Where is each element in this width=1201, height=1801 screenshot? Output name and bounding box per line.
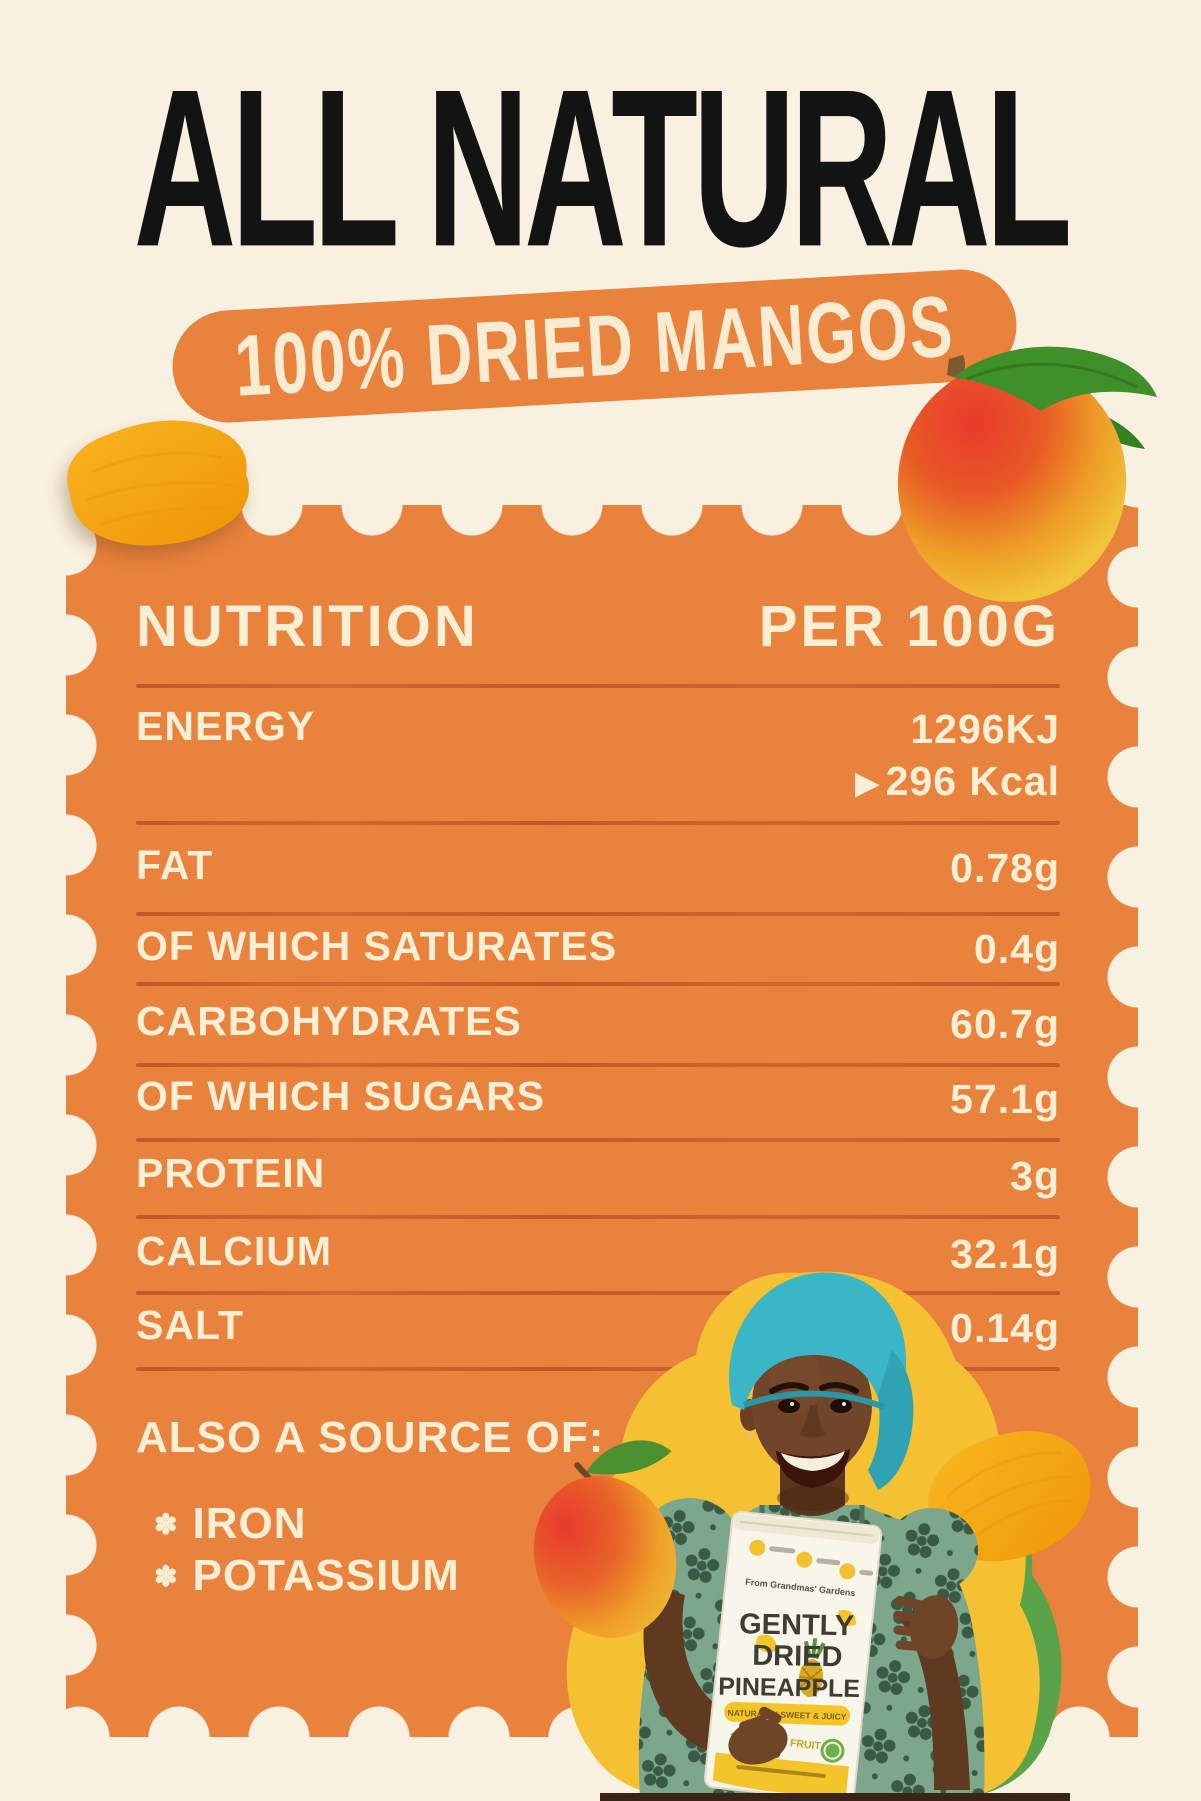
row-label: FAT (136, 842, 214, 888)
eye-left (778, 1399, 800, 1413)
farmer-photo: From Grandmas' Gardens GENTLY DRIED PINE… (533, 1271, 1091, 1801)
dress-sleeve-right (886, 1508, 978, 1592)
table-row: CARBOHYDRATES 60.7g (136, 998, 1060, 1050)
eye-right (830, 1399, 852, 1413)
per-100g-column-header: PER 100G (758, 594, 1060, 659)
row-value: 32.1g (950, 1228, 1060, 1280)
bag-title-line3: PINEAPPLE (718, 1673, 860, 1703)
table-header: NUTRITION PER 100G (136, 593, 1060, 660)
mango-top-right (897, 346, 1157, 602)
nose (799, 1405, 826, 1438)
row-value-primary: 0.14g (950, 1305, 1060, 1351)
row-value: 0.14g (950, 1302, 1060, 1354)
also-source-label: IRON (192, 1499, 307, 1548)
stamp-edge-right (1107, 505, 1169, 1737)
nutrition-column-header: NUTRITION (136, 594, 479, 659)
table-row: OF WHICH SUGARS 57.1g (136, 1073, 1060, 1125)
farmer-left-hand (893, 1595, 959, 1659)
row-label: PROTEIN (136, 1150, 326, 1196)
header-divider (136, 684, 1060, 688)
mango-bottom-leaf (586, 1440, 672, 1475)
row-label: OF WHICH SATURATES (136, 923, 618, 969)
row-value-primary: 57.1g (950, 1076, 1060, 1122)
bag-pineapple (798, 1638, 826, 1698)
row-divider (136, 1367, 1060, 1371)
mango-bottom-left (533, 1440, 677, 1638)
row-value: 60.7g (950, 998, 1060, 1050)
row-value-primary: 0.78g (950, 845, 1060, 891)
row-divider (136, 912, 1060, 916)
table-row: OF WHICH SATURATES 0.4g (136, 923, 1060, 975)
table-row: FAT 0.78g (136, 842, 1060, 894)
row-value-secondary: 296 Kcal (885, 758, 1060, 804)
row-value-primary: 60.7g (950, 1001, 1060, 1047)
row-value: 1296KJ ▶ 296 Kcal (856, 703, 1060, 810)
table-row: ENERGY 1296KJ ▶ 296 Kcal (136, 703, 1060, 810)
flower-bullet-icon: ✽ (154, 1560, 179, 1592)
row-divider (136, 1138, 1060, 1142)
row-value: 57.1g (950, 1073, 1060, 1125)
dried-mango-slice-top-left (67, 420, 249, 546)
row-label: CARBOHYDRATES (136, 998, 522, 1044)
stamp-edge-left (35, 505, 97, 1737)
table-row: PROTEIN 3g (136, 1150, 1060, 1202)
row-label: ENERGY (136, 703, 316, 749)
row-label: CALCIUM (136, 1228, 333, 1274)
earring (746, 1431, 754, 1439)
also-source-title: ALSO A SOURCE OF: (136, 1413, 605, 1462)
bag-badges (749, 1539, 874, 1580)
row-divider (136, 982, 1060, 986)
also-source-item: ✽ POTASSIUM (154, 1551, 460, 1601)
kcal-arrow-icon: ▶ (855, 767, 880, 800)
row-divider (136, 1063, 1060, 1067)
table-row: SALT 0.14g (136, 1302, 1060, 1354)
farmer-right-hand (728, 1706, 788, 1765)
row-label: OF WHICH SUGARS (136, 1073, 546, 1119)
headwrap-drape (868, 1350, 914, 1490)
mango-leaf (953, 346, 1157, 411)
teeth (781, 1451, 845, 1471)
headwrap (729, 1272, 907, 1427)
photo-bottom-strip (600, 1793, 1070, 1801)
row-value: 3g (1010, 1150, 1060, 1202)
page-title: ALL NATURAL (133, 43, 1073, 295)
row-divider (136, 821, 1060, 825)
table-row: CALCIUM 32.1g (136, 1228, 1060, 1280)
bag-title-line2: DRIED (752, 1640, 843, 1674)
row-divider (136, 1215, 1060, 1219)
row-value-primary: 32.1g (950, 1231, 1060, 1277)
row-label: SALT (136, 1302, 245, 1348)
row-value-primary: 3g (1010, 1153, 1060, 1199)
row-value: 0.4g (974, 923, 1060, 975)
row-value-primary: 1296KJ (910, 706, 1060, 752)
bag-title-line1: GENTLY (739, 1608, 854, 1642)
flower-bullet-icon: ✽ (154, 1508, 179, 1540)
product-bag: From Grandmas' Gardens GENTLY DRIED PINE… (703, 1510, 883, 1801)
row-divider (136, 1291, 1060, 1295)
row-value: 0.78g (950, 842, 1060, 894)
also-source-item: ✽ IRON (154, 1499, 306, 1549)
row-value-primary: 0.4g (973, 926, 1060, 972)
also-source-label: POTASSIUM (192, 1551, 460, 1600)
